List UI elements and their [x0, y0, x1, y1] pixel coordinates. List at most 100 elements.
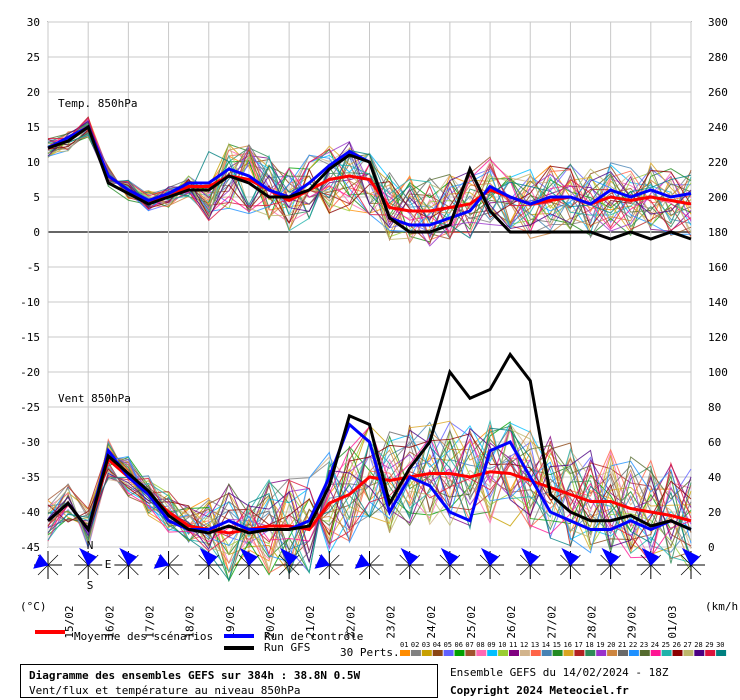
temp-gfs-line	[47, 124, 692, 241]
perturbation-line	[47, 448, 692, 564]
legend-pert-swatch	[563, 650, 574, 656]
right-tick-label: 40	[708, 471, 721, 484]
legend-pert-number: 04	[433, 641, 441, 649]
legend-pert-swatch	[618, 650, 628, 656]
legend-pert-swatch	[585, 650, 596, 656]
legend-pert-swatch	[541, 650, 552, 656]
right-tick-label: 200	[708, 191, 728, 204]
wind-direction-arrow	[354, 554, 371, 569]
legend-pert-swatch	[705, 650, 716, 656]
perturbation-line	[47, 129, 692, 229]
left-tick-label: -10	[20, 296, 40, 309]
legend-pert-number: 13	[531, 641, 539, 649]
right-tick-label: 60	[708, 436, 721, 449]
legend-pert-number: 12	[520, 641, 528, 649]
wind-control-line	[47, 421, 692, 533]
wind-direction-arrow	[239, 547, 258, 566]
legend-pert-number: 20	[607, 641, 615, 649]
temp-panel-label: Temp. 850hPa	[58, 97, 137, 110]
date-label: 24/02	[425, 605, 438, 638]
legend-pert-swatch	[628, 650, 639, 656]
legend-pert-swatch	[509, 650, 519, 656]
ensemble-run-label: Ensemble GEFS du 14/02/2024 - 18Z	[450, 666, 669, 679]
date-label: 27/02	[545, 605, 558, 638]
wind-direction-arrow	[79, 547, 98, 566]
date-label: 29/02	[626, 605, 639, 638]
wind-direction-arrow	[561, 547, 580, 566]
wind-direction-arrow	[119, 547, 138, 566]
wind-direction-arrow	[199, 547, 218, 566]
wind-direction-arrow	[153, 554, 170, 569]
legend-pert-swatch	[683, 650, 694, 656]
date-label: 17/02	[143, 605, 156, 638]
wind-direction-arrow	[400, 547, 419, 566]
left-tick-label: -25	[20, 401, 40, 414]
legend-pert-number: 15	[553, 641, 561, 649]
right-tick-label: 240	[708, 121, 728, 134]
left-tick-label: -20	[20, 366, 40, 379]
right-tick-label: 300	[708, 16, 728, 29]
wind-direction-arrow	[33, 554, 49, 569]
left-tick-label: -45	[20, 541, 40, 554]
wind-panel-label: Vent 850hPa	[58, 392, 131, 405]
legend-pert-number: 19	[596, 641, 604, 649]
legend-pert-number: 02	[411, 641, 419, 649]
legend-pert-swatch	[530, 650, 541, 656]
legend-pert-swatch	[716, 650, 727, 656]
right-tick-label: 120	[708, 331, 728, 344]
legend-pert-number: 05	[444, 641, 452, 649]
left-unit-label: (°C)	[20, 600, 47, 613]
left-tick-label: 15	[27, 121, 40, 134]
legend-pert-number: 26	[673, 641, 681, 649]
right-tick-label: 220	[708, 156, 728, 169]
perturbation-line	[47, 428, 692, 572]
wind-direction-arrow	[280, 547, 298, 566]
legend-pert-swatch	[650, 650, 661, 656]
legend-pert-swatch	[443, 650, 454, 656]
legend-pert-number: 21	[618, 641, 626, 649]
date-label: 18/02	[184, 605, 197, 638]
right-tick-label: 140	[708, 296, 728, 309]
compass-e: E	[105, 558, 112, 571]
left-tick-label: -35	[20, 471, 40, 484]
legend-pert-swatch	[661, 650, 672, 656]
legend-pert-swatch	[574, 650, 585, 656]
compass-s: S	[87, 579, 94, 592]
legend-pert-number: 01	[400, 641, 408, 649]
perturbation-line	[47, 116, 692, 239]
legend-pert-swatch	[596, 650, 607, 656]
legend-pert-swatch	[498, 650, 509, 656]
right-tick-label: 100	[708, 366, 728, 379]
legend-pert-number: 17	[574, 641, 582, 649]
right-tick-label: 280	[708, 51, 728, 64]
left-tick-label: 25	[27, 51, 40, 64]
legend-control-label: Run de contrôle	[264, 630, 363, 643]
left-tick-label: 20	[27, 86, 40, 99]
date-label: 26/02	[505, 605, 518, 638]
legend-pert-number: 30	[716, 641, 724, 649]
right-unit-label: (km/h)	[705, 600, 740, 613]
wind-direction-arrow	[314, 554, 331, 569]
date-label: 19/02	[224, 605, 237, 638]
date-label: 01/03	[666, 605, 679, 638]
legend-pert-swatch	[465, 650, 476, 656]
date-label: 21/02	[304, 605, 317, 638]
wind-direction-arrow	[641, 547, 660, 566]
legend-pert-swatch	[432, 650, 443, 656]
left-tick-label: -40	[20, 506, 40, 519]
left-tick-label: -30	[20, 436, 40, 449]
legend-pert-number: 24	[651, 641, 659, 649]
legend-pert-swatch	[519, 650, 530, 656]
legend-pert-swatch	[607, 650, 618, 656]
legend-pert-number: 07	[465, 641, 473, 649]
legend-pert-number: 09	[487, 641, 495, 649]
legend-pert-number: 25	[662, 641, 670, 649]
date-label: 23/02	[385, 605, 398, 638]
legend-pert-number: 16	[564, 641, 572, 649]
copyright-label: Copyright 2024 Meteociel.fr	[450, 684, 629, 697]
legend-pert-swatch	[672, 650, 683, 656]
legend-pert-number: 08	[476, 641, 484, 649]
right-tick-label: 160	[708, 261, 728, 274]
legend-perts-label: 30 Perts.	[340, 646, 400, 659]
